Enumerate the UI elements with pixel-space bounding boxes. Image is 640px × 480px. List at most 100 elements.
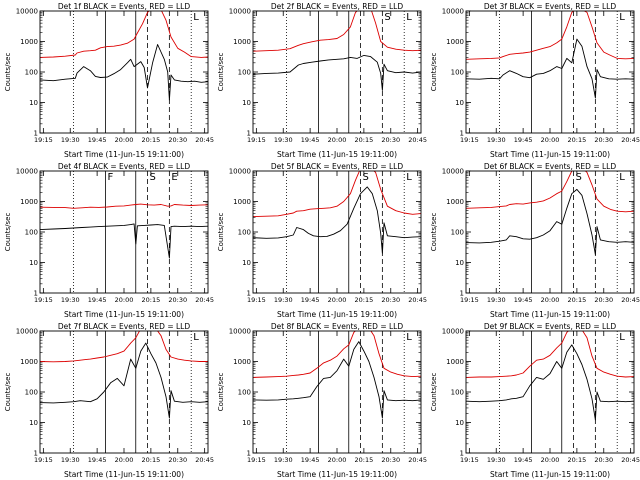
series-line-events	[253, 186, 421, 254]
x-tick-label: 19:15	[247, 456, 266, 464]
x-tick-label: 19:15	[247, 296, 266, 304]
y-tick-label: 100	[451, 229, 464, 237]
y-tick-label: 1000	[233, 38, 251, 46]
y-tick-label: 10	[455, 99, 464, 107]
panel-title: Det 7f BLACK = Events, RED = LLD	[58, 322, 191, 331]
plot-det7f: Det 7f BLACK = Events, RED = LLD Counts/s…	[4, 322, 214, 479]
y-tick-label: 1	[34, 290, 38, 298]
series-group	[40, 11, 208, 101]
x-tick-label: 19:30	[61, 296, 80, 304]
series-line-events	[40, 342, 208, 419]
panel-title: Det 9f BLACK = Events, RED = LLD	[484, 322, 617, 331]
x-tick-label: 19:30	[487, 296, 506, 304]
marker-label: L	[619, 332, 625, 343]
series-group	[253, 171, 421, 254]
x-tick-label: 19:30	[274, 456, 293, 464]
x-tick-label: 20:15	[568, 456, 587, 464]
marker-label: S	[384, 12, 390, 23]
x-tick-label: 19:30	[61, 136, 80, 144]
marker-label: F	[108, 172, 114, 183]
x-tick-label: 20:00	[115, 296, 134, 304]
x-tick-label: 19:45	[514, 296, 533, 304]
series-line-events	[466, 38, 634, 99]
y-axis-label: Counts/sec	[430, 213, 438, 252]
y-axis-label: Counts/sec	[217, 213, 225, 252]
x-tick-label: 20:00	[115, 456, 134, 464]
plot-frame	[39, 330, 209, 454]
y-tick-label: 1	[34, 450, 38, 458]
y-tick-label: 1	[247, 290, 251, 298]
marker-label: L	[193, 332, 199, 343]
y-axis-label: Counts/sec	[430, 373, 438, 412]
y-tick-label: 1000	[233, 198, 251, 206]
series-line-lld	[466, 331, 634, 378]
y-tick-label: 10	[455, 419, 464, 427]
panel-det5f: Det 5f BLACK = Events, RED = LLD Counts/s…	[213, 160, 427, 320]
x-tick-label: 20:00	[541, 136, 560, 144]
y-tick-label: 100	[25, 389, 38, 397]
x-tick-label: 20:00	[328, 296, 347, 304]
x-axis-label: Start Time (11-Jun-15 19:11:00)	[277, 470, 397, 479]
x-tick-label: 20:15	[355, 456, 374, 464]
x-axis-label: Start Time (11-Jun-15 19:11:00)	[64, 150, 184, 159]
series-group	[466, 171, 634, 256]
series-group	[40, 331, 208, 419]
plot-frame	[465, 10, 635, 134]
y-tick-label: 1000	[446, 38, 464, 46]
x-tick-label: 20:30	[168, 296, 187, 304]
x-axis-label: Start Time (11-Jun-15 19:11:00)	[277, 150, 397, 159]
x-tick-label: 19:15	[460, 456, 479, 464]
x-axis-label: Start Time (11-Jun-15 19:11:00)	[64, 310, 184, 319]
x-tick-label: 20:45	[408, 296, 427, 304]
series-line-events	[253, 341, 421, 419]
x-tick-label: 19:45	[301, 296, 320, 304]
panel-title: Det 6f BLACK = Events, RED = LLD	[484, 162, 617, 171]
y-tick-label: 10	[242, 259, 251, 267]
x-tick-label: 20:45	[621, 456, 640, 464]
plot-det4f: Det 4f BLACK = Events, RED = LLD Counts/s…	[4, 162, 214, 319]
y-tick-label: 1	[247, 130, 251, 138]
x-tick-label: 20:00	[328, 136, 347, 144]
y-tick-label: 10	[29, 419, 38, 427]
y-tick-label: 100	[238, 389, 251, 397]
x-axis-label: Start Time (11-Jun-15 19:11:00)	[490, 150, 610, 159]
x-tick-label: 20:00	[328, 456, 347, 464]
panel-det1f: Det 1f BLACK = Events, RED = LLD Counts/s…	[0, 0, 214, 160]
marker-label: L	[619, 12, 625, 23]
x-tick-label: 19:45	[88, 456, 107, 464]
x-tick-label: 20:30	[381, 456, 400, 464]
plot-det8f: Det 8f BLACK = Events, RED = LLD Counts/s…	[217, 322, 427, 479]
x-tick-label: 19:45	[301, 136, 320, 144]
series-line-lld	[466, 11, 634, 60]
y-axis-label: Counts/sec	[217, 373, 225, 412]
x-tick-label: 20:15	[142, 456, 161, 464]
x-tick-label: 19:15	[247, 136, 266, 144]
plot-frame	[39, 10, 209, 134]
x-tick-label: 20:30	[381, 296, 400, 304]
plot-det3f: Det 3f BLACK = Events, RED = LLD Counts/s…	[430, 2, 640, 159]
x-tick-label: 19:15	[460, 296, 479, 304]
y-tick-label: 100	[25, 229, 38, 237]
panel-det7f: Det 7f BLACK = Events, RED = LLD Counts/s…	[0, 320, 214, 480]
x-tick-label: 19:30	[274, 136, 293, 144]
y-tick-label: 10	[29, 259, 38, 267]
x-tick-label: 19:45	[88, 136, 107, 144]
x-tick-label: 20:00	[115, 136, 134, 144]
y-axis-label: Counts/sec	[217, 53, 225, 92]
x-tick-label: 20:45	[408, 136, 427, 144]
y-tick-label: 10	[242, 419, 251, 427]
series-line-lld	[253, 171, 421, 218]
y-tick-label: 100	[238, 229, 251, 237]
x-tick-label: 19:45	[88, 296, 107, 304]
plot-det2f: Det 2f BLACK = Events, RED = LLD Counts/s…	[217, 2, 427, 159]
y-tick-label: 10000	[229, 168, 251, 176]
series-line-lld	[40, 11, 208, 58]
x-tick-label: 20:45	[195, 136, 214, 144]
x-tick-label: 20:15	[355, 296, 374, 304]
series-line-events	[40, 223, 208, 259]
marker-label: L	[193, 12, 199, 23]
x-tick-label: 19:45	[514, 456, 533, 464]
y-tick-label: 1	[34, 130, 38, 138]
panel-det8f: Det 8f BLACK = Events, RED = LLD Counts/s…	[213, 320, 427, 480]
